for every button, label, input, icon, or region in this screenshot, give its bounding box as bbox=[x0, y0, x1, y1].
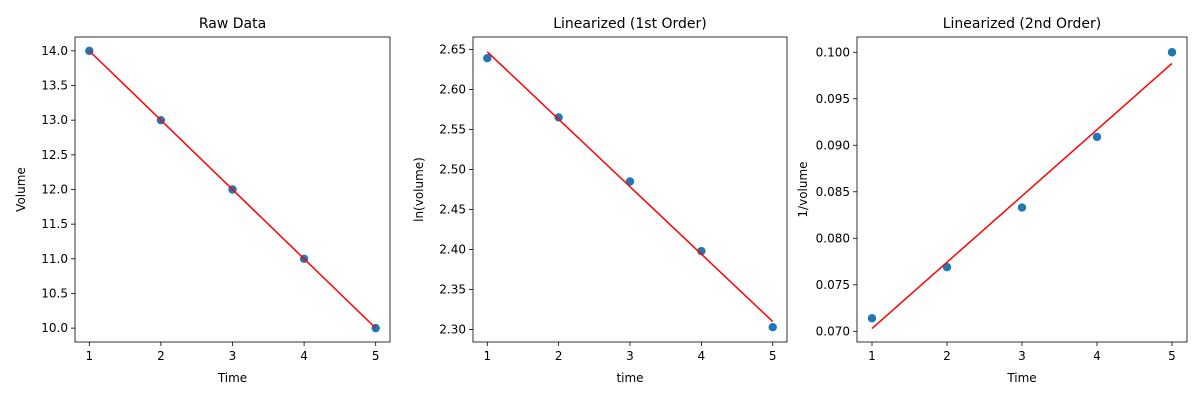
chart-panel-2: Linearized (1st Order) 1 2 3 4 5 2.30 2.35 2.40 2… bbox=[412, 16, 788, 385]
y-tick-label: 14.0 bbox=[41, 44, 68, 58]
y-axis-label: Volume bbox=[14, 167, 28, 212]
y-tick-label: 2.50 bbox=[439, 162, 466, 176]
x-axis-label: Time bbox=[1006, 371, 1036, 385]
data-point bbox=[1092, 132, 1102, 142]
y-tick-label: 0.090 bbox=[816, 138, 850, 152]
y-tick-label: 11.0 bbox=[41, 252, 68, 266]
y-tick-label: 2.40 bbox=[439, 243, 466, 257]
y-tick-label: 2.60 bbox=[439, 82, 466, 96]
x-tick-label: 2 bbox=[555, 349, 563, 363]
y-tick-label: 2.35 bbox=[439, 283, 466, 297]
chart-panel-3: Linearized (2nd Order) 1 2 3 4 5 0.070 0.075 0.0… bbox=[796, 16, 1188, 385]
data-point bbox=[697, 246, 706, 256]
chart-title: Linearized (2nd Order) bbox=[943, 16, 1102, 32]
x-tick-label: 3 bbox=[626, 349, 634, 363]
y-tick-label: 0.080 bbox=[816, 231, 850, 245]
y-tick-label: 13.0 bbox=[41, 113, 68, 127]
y-tick-label: 13.5 bbox=[41, 79, 68, 93]
data-point bbox=[1167, 48, 1177, 57]
y-tick-label: 0.075 bbox=[816, 278, 850, 292]
plot-frame bbox=[74, 36, 391, 343]
y-tick-label: 11.5 bbox=[41, 217, 68, 231]
y-axis-label: 1/volume bbox=[796, 161, 810, 217]
x-tick-label: 4 bbox=[1093, 349, 1101, 363]
y-tick-label: 0.095 bbox=[816, 92, 850, 106]
x-tick-label: 5 bbox=[769, 349, 777, 363]
fit-line bbox=[871, 62, 1173, 330]
data-point bbox=[483, 54, 492, 63]
x-tick-label: 1 bbox=[483, 349, 491, 363]
y-tick-label: 10.5 bbox=[41, 286, 68, 300]
x-tick-label: 1 bbox=[85, 349, 93, 363]
chart-title: Raw Data bbox=[199, 16, 266, 32]
y-tick-label: 2.30 bbox=[439, 323, 466, 337]
data-point bbox=[768, 322, 777, 332]
y-tick-label: 12.5 bbox=[41, 148, 68, 162]
y-tick-label: 2.45 bbox=[439, 203, 466, 217]
y-tick-label: 10.0 bbox=[41, 321, 68, 335]
data-point bbox=[625, 177, 635, 186]
y-tick-label: 2.65 bbox=[439, 42, 466, 56]
plot-frame bbox=[472, 36, 788, 343]
y-tick-label: 0.070 bbox=[816, 324, 850, 338]
x-axis-label: time bbox=[616, 371, 643, 385]
data-point bbox=[867, 314, 877, 323]
y-axis-label: ln(volume) bbox=[412, 157, 426, 222]
data-point bbox=[554, 113, 563, 122]
x-tick-label: 2 bbox=[157, 349, 165, 363]
y-tick-label: 12.0 bbox=[41, 183, 68, 197]
y-tick-label: 0.100 bbox=[816, 45, 850, 59]
data-point bbox=[1017, 203, 1027, 212]
x-tick-label: 5 bbox=[372, 349, 380, 363]
x-tick-label: 5 bbox=[1168, 349, 1176, 363]
x-tick-label: 3 bbox=[1018, 349, 1026, 363]
fit-line bbox=[486, 51, 774, 323]
x-tick-label: 4 bbox=[300, 349, 308, 363]
x-tick-label: 1 bbox=[868, 349, 876, 363]
chart-title: Linearized (1st Order) bbox=[553, 16, 707, 32]
x-tick-label: 2 bbox=[943, 349, 951, 363]
x-axis-label: Time bbox=[217, 371, 247, 385]
fit-line bbox=[88, 50, 377, 329]
chart-panel-1: Raw Data 1 2 3 4 5 10.0 10.5 11.0 11.5 12.0 12.5 13.… bbox=[14, 16, 391, 385]
y-tick-label: 2.55 bbox=[439, 122, 466, 136]
x-tick-label: 4 bbox=[698, 349, 706, 363]
x-tick-label: 3 bbox=[229, 349, 237, 363]
y-tick-label: 0.085 bbox=[816, 185, 850, 199]
plot-frame bbox=[856, 36, 1188, 343]
